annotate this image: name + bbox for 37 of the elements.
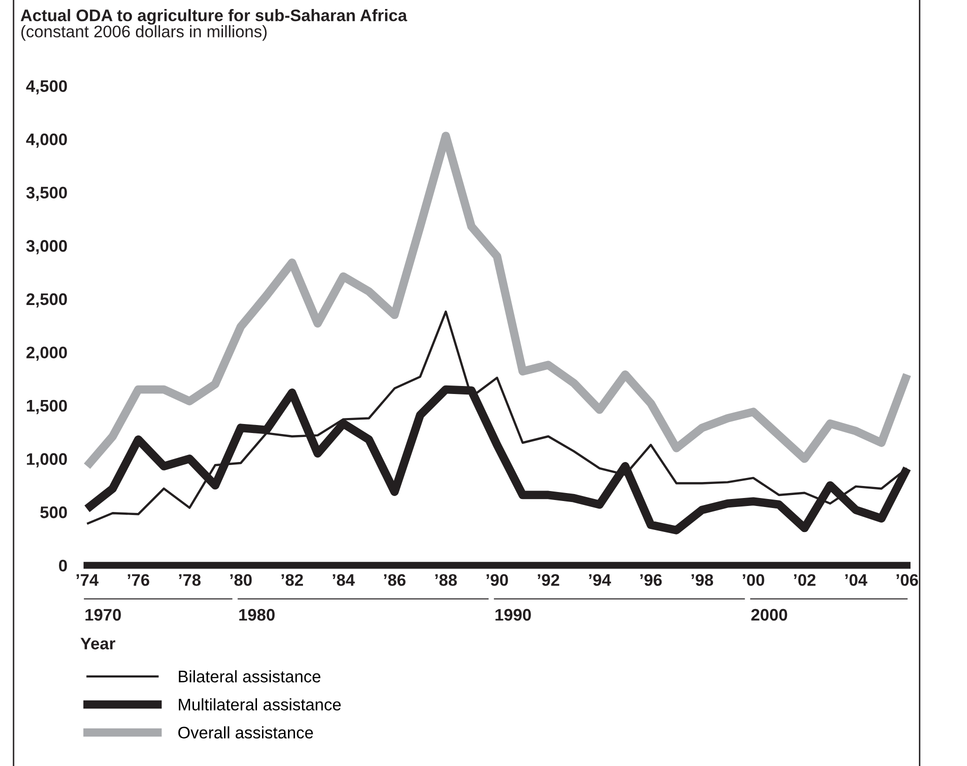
x-tick-label: ’94 bbox=[589, 574, 612, 586]
text: 1970 bbox=[86, 608, 121, 621]
x-tick-label: ’90 bbox=[486, 574, 508, 586]
y-tick-label: 3,500 bbox=[26, 186, 67, 201]
legend-label: Multilateral assistance bbox=[178, 698, 341, 710]
text: 2000 bbox=[751, 608, 788, 621]
x-tick-label: ’92 bbox=[538, 574, 560, 586]
y-tick-label: 2,000 bbox=[26, 346, 67, 361]
x-tick-label: ’80 bbox=[230, 574, 252, 586]
x-tick-label: ’78 bbox=[179, 574, 201, 586]
x-tick-label: ’74 bbox=[76, 574, 99, 586]
x-tick-label: ’86 bbox=[384, 574, 406, 586]
x-tick-label: ’76 bbox=[128, 574, 150, 586]
x-tick-label: ’06 bbox=[896, 574, 918, 586]
y-tick-label: 1,000 bbox=[26, 453, 67, 468]
x-tick-label: ’84 bbox=[332, 574, 355, 586]
chart-subtitle: (constant 2006 dollars in millions) bbox=[21, 25, 267, 41]
y-tick-label: 0 bbox=[58, 560, 67, 572]
x-tick-label: ’00 bbox=[742, 574, 764, 586]
chart-title: Actual ODA to agriculture for sub-Saharan Africa bbox=[20, 9, 408, 25]
x-tick-label: ’98 bbox=[692, 574, 714, 586]
y-tick-label: 500 bbox=[40, 506, 67, 518]
y-tick-label: 3,000 bbox=[26, 240, 67, 254]
legend-label: Overall assistance bbox=[178, 726, 313, 739]
x-tick-label: ’04 bbox=[845, 574, 868, 586]
x-tick-label: ’96 bbox=[640, 574, 662, 586]
text: 1990 bbox=[496, 608, 531, 621]
text: 1980 bbox=[239, 608, 275, 621]
legend-label: Bilateral assistance bbox=[178, 670, 320, 682]
x-axis-title: Year bbox=[80, 638, 116, 650]
y-tick-label: 1,500 bbox=[26, 400, 67, 414]
x-tick-label: ’88 bbox=[435, 574, 457, 586]
y-tick-label: 4,000 bbox=[26, 133, 67, 148]
y-tick-label: 2,500 bbox=[26, 293, 67, 308]
x-tick-label: ’02 bbox=[794, 574, 816, 586]
x-tick-label: ’82 bbox=[282, 574, 303, 586]
y-tick-label: 4,500 bbox=[26, 80, 67, 94]
